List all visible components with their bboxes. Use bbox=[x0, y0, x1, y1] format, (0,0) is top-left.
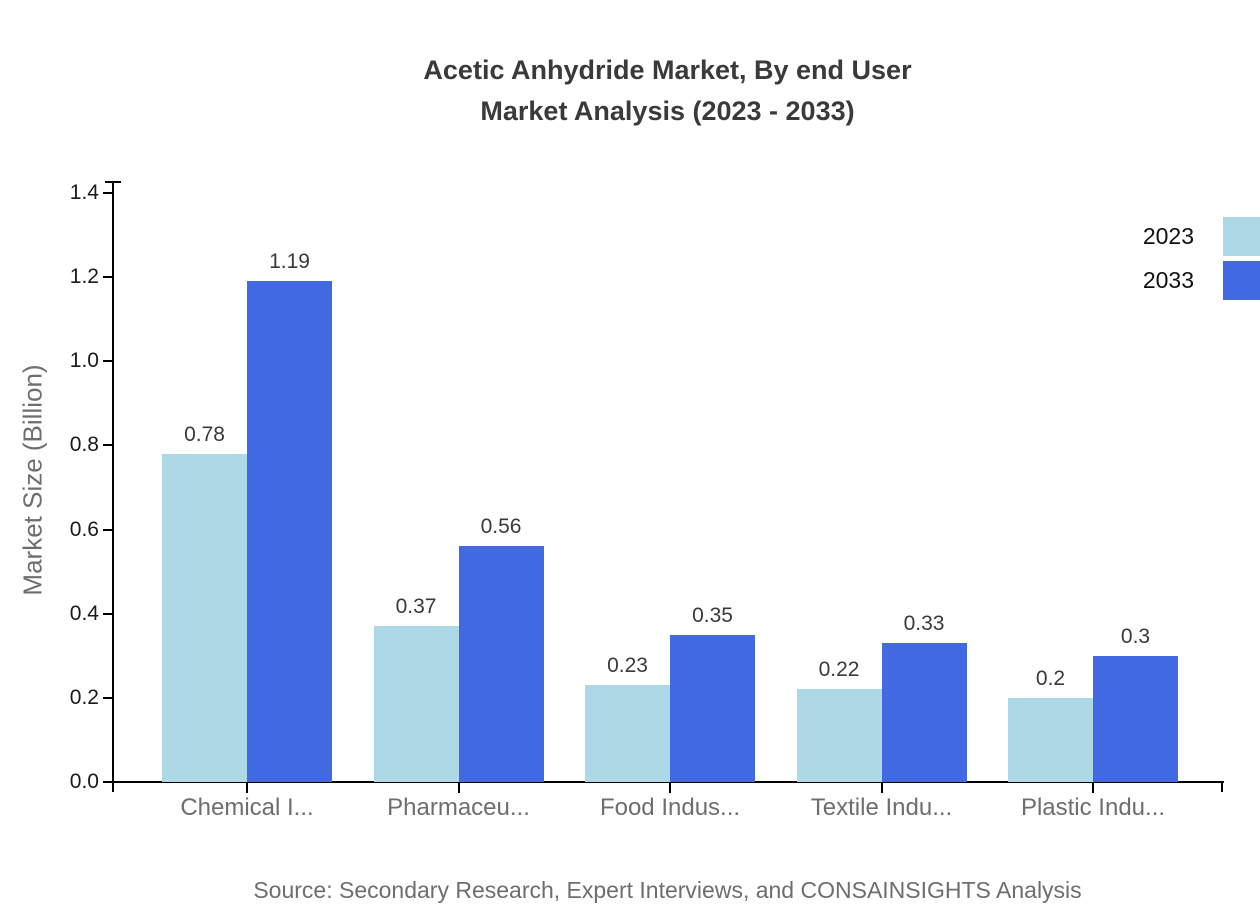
legend-item-2033: 2033 bbox=[1143, 261, 1260, 300]
bar-2023-5 bbox=[1008, 697, 1093, 782]
category-label-1: Chemical I... bbox=[180, 794, 314, 821]
y-tick-label: 1.2 bbox=[69, 265, 99, 289]
x-tick bbox=[457, 783, 460, 793]
category-label-3: Food Indus... bbox=[599, 794, 741, 821]
y-tick bbox=[103, 192, 112, 194]
y-tick bbox=[103, 360, 112, 363]
bar-2023-3 bbox=[585, 685, 670, 782]
legend-item-2023: 2023 bbox=[1143, 217, 1260, 256]
y-tick-label: 1.0 bbox=[69, 349, 99, 373]
legend-swatch-2033 bbox=[1223, 261, 1260, 300]
y-tick-label: 0.0 bbox=[69, 770, 99, 793]
y-axis-line bbox=[112, 182, 114, 792]
bar-value-label-2023-3: 0.23 bbox=[607, 654, 648, 678]
source-note: Source: Secondary Research, Expert Inter… bbox=[253, 877, 1082, 903]
chart-title: Acetic Anhydride Market, By end User Mar… bbox=[113, 50, 1222, 132]
legend-label-2033: 2033 bbox=[1142, 267, 1194, 293]
x-axis-end-tick bbox=[1221, 782, 1223, 792]
bar-2033-2 bbox=[458, 546, 544, 782]
x-tick bbox=[669, 783, 671, 793]
bar-value-label-2023-1: 0.78 bbox=[184, 422, 225, 446]
y-tick-label: 0.8 bbox=[69, 433, 99, 457]
bar-2023-4 bbox=[796, 689, 882, 782]
bar-value-label-2033-5: 0.3 bbox=[1120, 624, 1151, 648]
bar-2033-4 bbox=[881, 643, 967, 782]
bar-value-label-2033-4: 0.33 bbox=[903, 612, 945, 636]
x-axis-line bbox=[112, 781, 1224, 783]
category-label-2: Pharmaceu... bbox=[387, 794, 530, 821]
y-tick bbox=[103, 781, 112, 783]
legend-label-2023: 2023 bbox=[1142, 223, 1194, 249]
bar-value-label-2023-5: 0.2 bbox=[1035, 666, 1066, 690]
y-tick bbox=[103, 696, 112, 699]
bar-2033-3 bbox=[670, 634, 755, 782]
y-tick bbox=[103, 276, 112, 279]
y-tick-label: 0.2 bbox=[69, 685, 99, 709]
legend-swatch-2023 bbox=[1223, 217, 1260, 256]
y-tick bbox=[103, 528, 112, 531]
y-tick bbox=[103, 444, 112, 447]
bar-2023-1 bbox=[162, 453, 247, 782]
bar-value-label-2023-4: 0.22 bbox=[818, 658, 860, 682]
bar-2033-1 bbox=[247, 281, 332, 782]
bar-2023-2 bbox=[373, 626, 459, 782]
category-label-5: Plastic Indu... bbox=[1020, 794, 1166, 821]
bar-2033-5 bbox=[1093, 655, 1178, 782]
chart-title-line1: Acetic Anhydride Market, By end User bbox=[423, 55, 912, 85]
y-tick-label: 0.4 bbox=[69, 601, 99, 625]
bar-value-label-2033-2: 0.56 bbox=[480, 515, 522, 539]
y-tick-label: 0.6 bbox=[69, 517, 99, 541]
legend: 2023 2033 bbox=[1143, 217, 1260, 300]
y-axis-title: Market Size (Billion) bbox=[17, 364, 48, 596]
bar-value-label-2033-1: 1.19 bbox=[269, 250, 310, 274]
chart-title-line2: Market Analysis (2023 - 2033) bbox=[480, 96, 855, 126]
bar-value-label-2023-2: 0.37 bbox=[395, 595, 437, 619]
y-tick bbox=[103, 612, 112, 615]
x-tick bbox=[880, 783, 883, 793]
x-tick bbox=[246, 783, 248, 793]
bar-value-label-2033-3: 0.35 bbox=[692, 603, 733, 627]
category-label-4: Textile Indu... bbox=[810, 794, 953, 821]
y-tick-label: 1.4 bbox=[69, 181, 99, 204]
y-axis-top-cap bbox=[105, 181, 121, 183]
x-tick bbox=[1092, 783, 1094, 793]
